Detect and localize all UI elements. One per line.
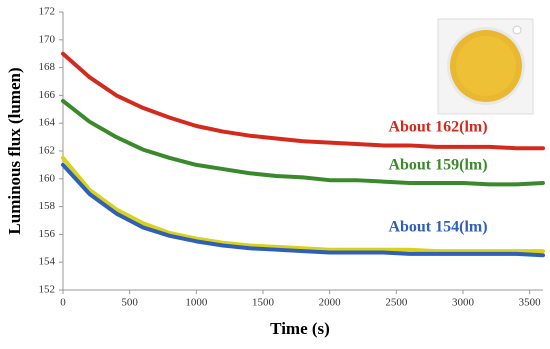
series-line <box>61 51 545 151</box>
led-inset <box>437 18 534 115</box>
annotation: About 159(lm) <box>388 157 487 174</box>
series-line <box>61 155 545 254</box>
y-tick-label: 160 <box>39 172 56 184</box>
x-tick-label: 3500 <box>519 297 542 309</box>
x-tick-label: 1500 <box>252 297 275 309</box>
y-tick-label: 166 <box>39 89 56 101</box>
y-tick-label: 172 <box>39 6 56 18</box>
y-tick-label: 158 <box>39 200 56 212</box>
y-tick-label: 168 <box>39 61 56 73</box>
annotation: About 162(lm) <box>388 119 487 136</box>
x-tick-label: 3000 <box>452 297 475 309</box>
series-line <box>61 162 545 258</box>
x-tick-label: 2000 <box>319 297 342 309</box>
x-axis-title: Time (s) <box>270 319 330 338</box>
x-tick-label: 1000 <box>185 297 208 309</box>
x-tick-label: 2500 <box>385 297 408 309</box>
x-tick-label: 500 <box>121 297 138 309</box>
y-tick-label: 162 <box>39 145 56 157</box>
x-tick-label: 0 <box>60 297 66 309</box>
annotation: About 154(lm) <box>388 219 487 236</box>
y-tick-label: 164 <box>39 117 56 129</box>
y-tick-label: 152 <box>39 284 56 296</box>
y-axis-title: Luminous flux (lumen) <box>5 67 24 234</box>
y-tick-label: 156 <box>39 228 56 240</box>
series-line <box>61 98 545 187</box>
y-tick-label: 170 <box>39 33 56 45</box>
y-tick-label: 154 <box>39 256 56 268</box>
